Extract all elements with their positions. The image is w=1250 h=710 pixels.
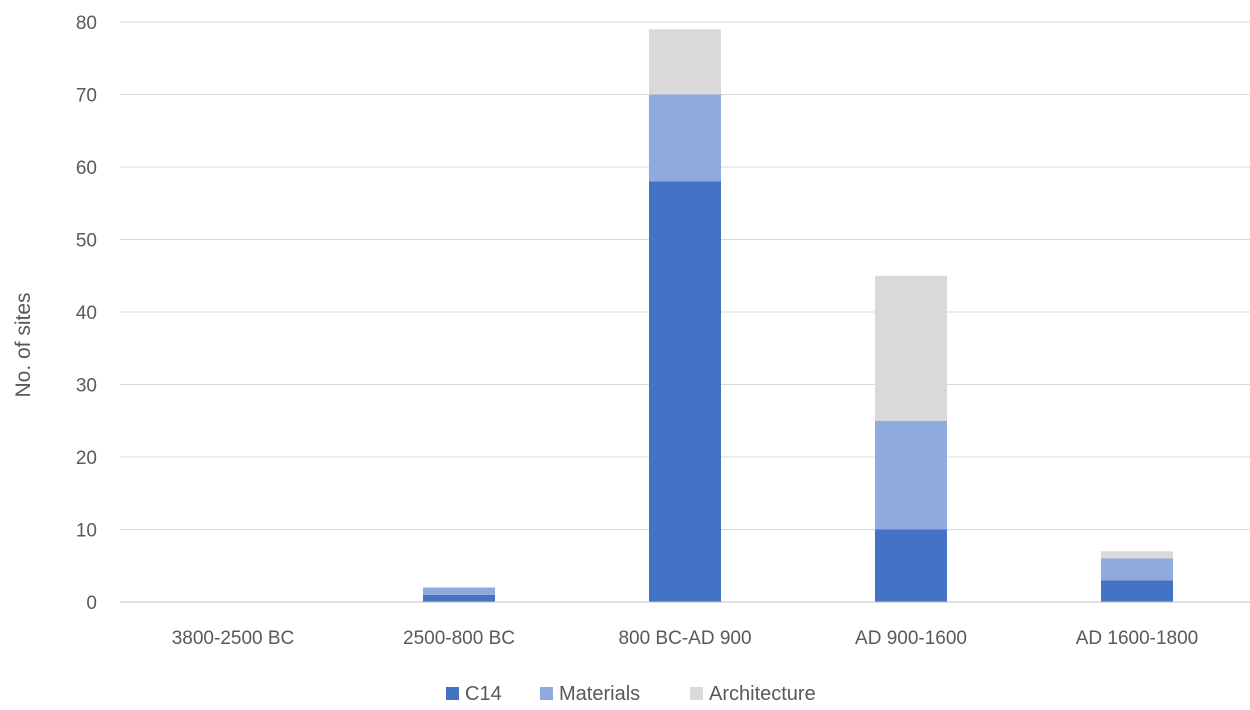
x-tick-label: 3800-2500 BC — [172, 628, 295, 649]
bar-segment — [1101, 558, 1173, 581]
bars — [423, 29, 1173, 602]
x-tick-label: 2500-800 BC — [403, 628, 515, 649]
y-tick-label: 30 — [76, 376, 97, 397]
bar-segment — [1101, 551, 1173, 559]
legend-swatch — [690, 687, 703, 700]
y-tick-label: 80 — [76, 13, 97, 34]
bar-segment — [423, 587, 495, 595]
x-tick-label: AD 1600-1800 — [1076, 628, 1199, 649]
y-tick-label: 70 — [76, 86, 97, 107]
y-tick-label: 40 — [76, 303, 97, 324]
y-tick-label: 10 — [76, 521, 97, 542]
x-tick-label: 800 BC-AD 900 — [618, 628, 751, 649]
y-tick-label: 0 — [86, 593, 97, 614]
legend-swatch — [446, 687, 459, 700]
legend-label: Architecture — [709, 683, 816, 705]
y-tick-labels: 0 10 20 30 40 50 60 70 80 — [76, 13, 97, 614]
y-tick-label: 50 — [76, 231, 97, 252]
y-axis-title: No. of sites — [12, 292, 35, 397]
legend: C14 Materials Architecture — [446, 683, 816, 705]
bar-segment — [875, 275, 947, 421]
x-tick-label: AD 900-1600 — [855, 628, 967, 649]
bar-segment — [649, 181, 721, 602]
bar-segment — [423, 594, 495, 602]
x-tick-labels: 3800-2500 BC 2500-800 BC 800 BC-AD 900 AD 9… — [172, 628, 1199, 649]
bar-segment — [875, 420, 947, 530]
y-tick-label: 60 — [76, 158, 97, 179]
legend-label: C14 — [465, 683, 502, 705]
bar-segment — [1101, 580, 1173, 602]
bar-segment — [875, 529, 947, 602]
bar-segment — [649, 29, 721, 95]
y-tick-label: 20 — [76, 448, 97, 469]
legend-label: Materials — [559, 683, 640, 705]
legend-swatch — [540, 687, 553, 700]
bar-segment — [649, 94, 721, 182]
